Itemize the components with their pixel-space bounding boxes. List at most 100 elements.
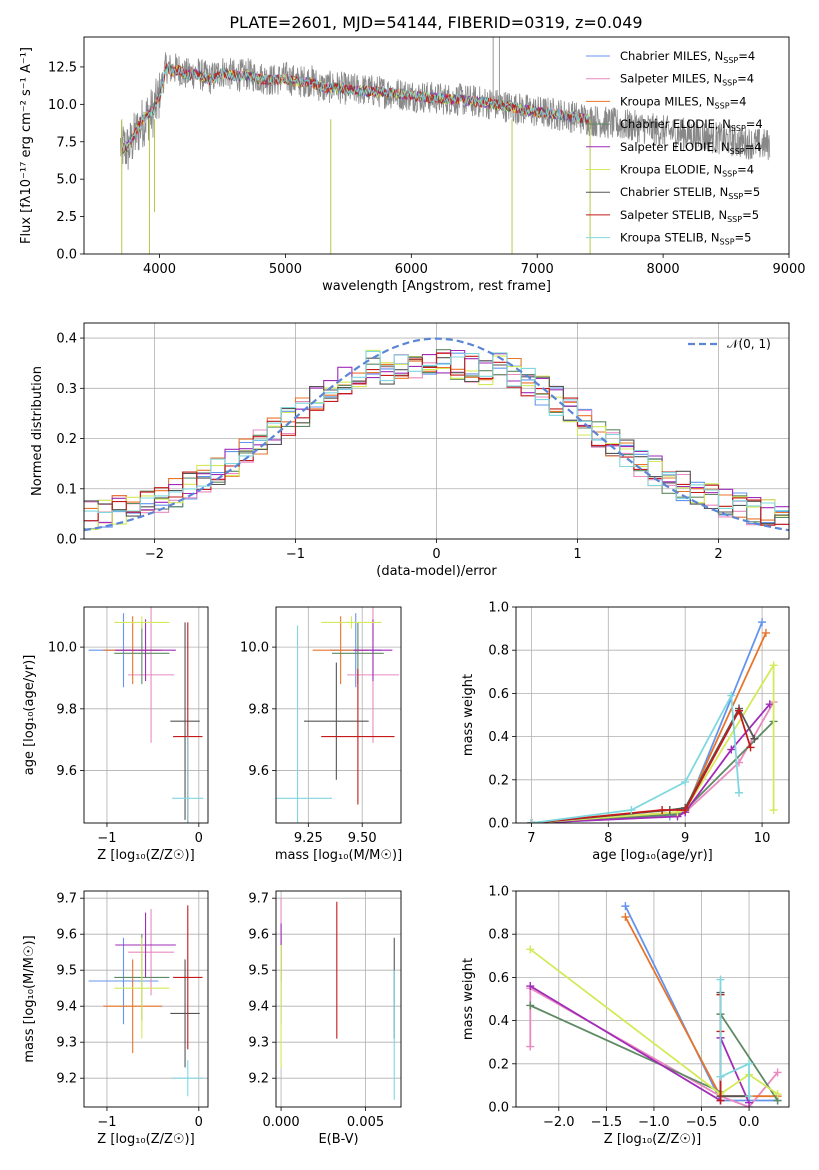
series-marker-5 <box>769 661 778 670</box>
series-line-4 <box>529 985 750 1104</box>
x-tick-label: 7000 <box>521 262 554 277</box>
legend-subscript: SSP <box>728 192 743 201</box>
legend-nssp: =5 <box>742 208 759 222</box>
x-axis-label: Z [log₁₀(Z/Z☉)] <box>97 848 194 863</box>
legend-label-3: Chabrier ELODIE, NSSP=4 <box>620 117 763 133</box>
y-tick-label: 5.0 <box>56 173 77 188</box>
x-tick-label: −1.5 <box>591 1115 623 1130</box>
y-tick-label: 0.8 <box>488 928 509 943</box>
legend-subscript: SSP <box>730 147 745 156</box>
axes-frame <box>515 890 790 1108</box>
y-tick-label: 9.8 <box>248 702 269 717</box>
y-tick-label: 2.5 <box>56 210 77 225</box>
x-tick-label: 10 <box>754 831 771 846</box>
y-axis-label: mass [log₁₀(M/M☉)] <box>22 935 37 1062</box>
panel-mass_vs_EBV: 0.000 0.005 9.2 9.3 9.4 9.5 9.6 9.7 E(B-V) <box>248 890 402 1147</box>
x-axis-label: Z [log₁₀(Z/Z☉)] <box>604 1132 701 1147</box>
x-tick-label: 4000 <box>143 262 176 277</box>
axes-frame <box>275 606 402 824</box>
panel-massweight_vs_age: 7 8 9 10 0.0 0.2 0.4 0.6 0.8 1.0 age [log₁₀(age/yr… <box>461 601 790 863</box>
figure-title: PLATE=2601, MJD=54144, FIBERID=0319, z=0… <box>229 13 642 32</box>
plot-area <box>527 618 778 823</box>
y-tick-label: 0.8 <box>488 644 509 659</box>
x-tick-label: 9000 <box>772 262 805 277</box>
series-marker-4 <box>526 982 535 991</box>
legend-subscript: SSP <box>727 215 742 224</box>
plot-area <box>276 607 399 823</box>
legend-nssp: =4 <box>745 140 762 154</box>
series-marker-7 <box>658 806 667 815</box>
legend-label-0: Chabrier MILES, NSSP=4 <box>620 49 755 65</box>
legend-nssp: =5 <box>743 185 760 199</box>
legend-label-2: Kroupa MILES, NSSP=4 <box>620 94 746 110</box>
series-line-6 <box>719 992 749 1098</box>
x-tick-label: −0.5 <box>686 1115 718 1130</box>
y-tick-label: 0.0 <box>56 533 77 548</box>
x-tick-label: 5000 <box>269 262 302 277</box>
x-tick-label: 9.50 <box>348 831 377 846</box>
x-tick-label: 0 <box>195 831 203 846</box>
series-marker-8 <box>627 806 636 815</box>
axes-frame <box>83 606 209 824</box>
x-tick-label: 9 <box>681 831 689 846</box>
panel-spectrum: 4000 5000 6000 7000 8000 9000 0.0 2.5 5.0 7.5 10.0… <box>19 36 806 294</box>
x-axis-label: E(B-V) <box>318 1132 358 1147</box>
series-line-5 <box>529 948 779 1096</box>
y-tick-label: 9.5 <box>248 964 269 979</box>
series-marker-8 <box>745 1092 754 1101</box>
plot-area <box>88 607 204 823</box>
legend-label-6: Chabrier STELIB, NSSP=5 <box>620 185 760 201</box>
y-axis-label: Flux [fλ10⁻¹⁷ erg cm⁻² s⁻¹ A⁻¹] <box>19 47 34 244</box>
x-tick-label: −2 <box>145 547 164 562</box>
x-tick-label: 0.005 <box>347 1115 384 1130</box>
series-marker-7 <box>716 1096 725 1105</box>
y-tick-label: 9.3 <box>248 1036 269 1051</box>
panel-age_vs_mass: 9.25 9.50 9.6 9.8 10.0 mass [log₁₀(M/M☉)] <box>240 606 402 863</box>
series-marker-8 <box>727 691 736 700</box>
series-marker-8 <box>681 777 690 786</box>
panel-massweight_vs_Z: −2.0 −1.5 −1.0 −0.5 0.0 0.0 0.2 0.4 0.6 0.8 1.0 Z [… <box>461 885 790 1147</box>
x-tick-label: 8000 <box>647 262 680 277</box>
series-marker-6 <box>750 734 759 743</box>
legend-label-8: Kroupa STELIB, NSSP=5 <box>620 231 751 247</box>
x-axis-label: Z [log₁₀(Z/Z☉)] <box>97 1132 194 1147</box>
y-tick-label: 0.0 <box>488 817 509 832</box>
y-tick-label: 7.5 <box>56 135 77 150</box>
y-tick-label: 9.6 <box>56 764 77 779</box>
y-tick-label: 0.6 <box>488 687 509 702</box>
y-tick-label: 10.0 <box>240 641 269 656</box>
series-marker-3 <box>526 1001 535 1010</box>
series-marker-5 <box>769 806 778 815</box>
series-marker-8 <box>735 788 744 797</box>
series-marker-7 <box>735 706 744 715</box>
series-marker-8 <box>716 975 725 984</box>
y-axis-label: mass weight <box>461 958 476 1040</box>
series-marker-8 <box>745 1059 754 1068</box>
legend-label-normal: 𝒩(0, 1) <box>727 337 771 351</box>
panel-age_vs_Z: −1 0 9.6 9.8 10.0 Z [log₁₀(Z/Z☉)] age [log₁₀(a… <box>22 606 209 863</box>
series-marker-5 <box>773 1090 782 1099</box>
y-tick-label: 9.6 <box>56 928 77 943</box>
series-line-0 <box>531 621 763 823</box>
y-tick-label: 12.5 <box>48 60 77 75</box>
series-line-2 <box>531 632 767 823</box>
y-tick-label: 9.6 <box>248 928 269 943</box>
panel-mass_vs_Z: −1 0 9.2 9.3 9.4 9.5 9.6 9.7 Z [log₁₀(Z/Z☉)] mass… <box>22 890 209 1147</box>
x-tick-label: 0.0 <box>739 1115 760 1130</box>
plot-area <box>280 898 395 1100</box>
legend-subscript: SSP <box>723 56 738 65</box>
legend-subscript: SSP <box>722 170 737 179</box>
y-tick-label: 9.2 <box>56 1072 77 1087</box>
y-tick-label: 9.4 <box>56 1000 77 1015</box>
x-tick-label: −1 <box>97 1115 116 1130</box>
y-tick-label: 9.4 <box>248 1000 269 1015</box>
y-axis-label: age [log₁₀(age/yr)] <box>22 655 37 776</box>
legend: Chabrier MILES, NSSP=4 Salpeter MILES, NS… <box>586 49 763 247</box>
x-tick-label: 7 <box>527 831 535 846</box>
legend-label-4: Salpeter ELODIE, NSSP=4 <box>620 140 762 156</box>
y-tick-label: 9.6 <box>248 764 269 779</box>
x-tick-label: 6000 <box>395 262 428 277</box>
y-tick-label: 0.4 <box>56 332 77 347</box>
y-tick-label: 0.2 <box>56 432 77 447</box>
